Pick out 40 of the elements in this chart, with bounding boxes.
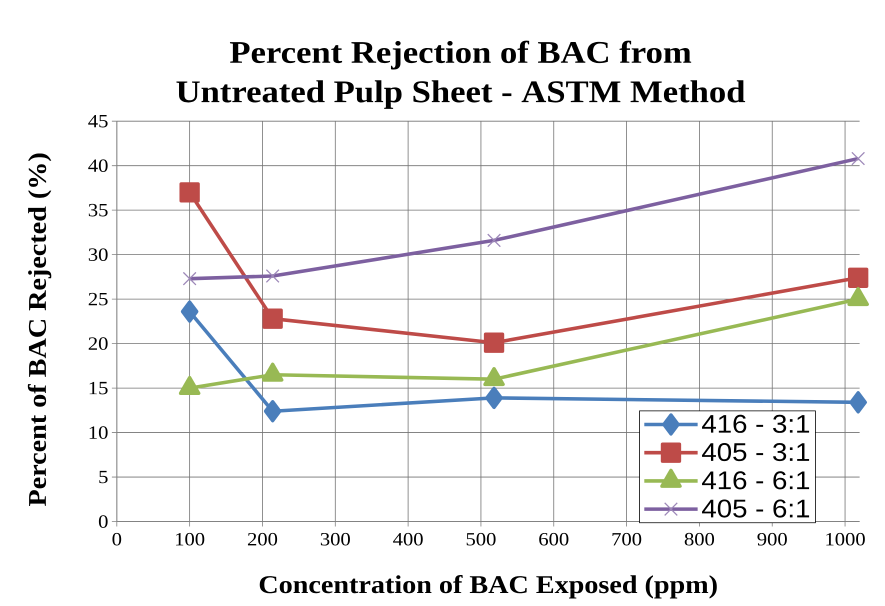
y-tick-label: 30 (88, 248, 108, 261)
point (851, 151, 866, 166)
x-axis-title: Concentration of BAC Exposed (ppm) (260, 574, 717, 598)
x-tick-label: 500 (466, 532, 496, 546)
x-tick-label: 700 (612, 532, 642, 546)
y-tick-label: 20 (88, 337, 108, 350)
legend-label: 405 - 6:1 (702, 499, 810, 518)
y-tick-label: 5 (99, 470, 108, 484)
y-axis-title: Percent of BAC Rejected (%) (28, 153, 52, 506)
point (849, 390, 867, 414)
x-tick-label: 0 (112, 532, 122, 546)
x-tick-label: 800 (684, 532, 714, 546)
legend-label: 416 - 3:1 (702, 414, 810, 433)
y-tick-label: 40 (88, 159, 108, 172)
legend-label: 405 - 3:1 (702, 442, 810, 461)
x-tick-label: 400 (393, 532, 423, 546)
x-tick-label: 600 (539, 532, 568, 546)
point (182, 272, 197, 286)
legend-label: 416 - 6:1 (702, 471, 810, 490)
point (266, 268, 280, 283)
x-tick-label: 200 (248, 532, 278, 546)
y-tick-label: 15 (90, 382, 108, 394)
point (262, 308, 283, 329)
point (179, 182, 200, 202)
x-tick-label: 100 (176, 532, 204, 546)
x-tick-label: 300 (320, 532, 350, 546)
y-tick-label: 10 (90, 426, 108, 439)
point (264, 400, 282, 422)
point (484, 332, 504, 353)
chart-title: Percent Rejection of BAC from Untreated Pulp Sheet - ASTM Method (176, 40, 746, 109)
x-tick-label: 1000 (826, 532, 865, 546)
point (485, 386, 503, 409)
y-tick-label: 45 (88, 114, 108, 128)
x-tick-label: 900 (757, 532, 787, 546)
point (180, 300, 198, 323)
y-tick-label: 0 (98, 515, 108, 528)
y-tick-label: 35 (88, 204, 108, 216)
point (848, 267, 868, 288)
point (487, 233, 501, 248)
y-tick-label: 25 (88, 292, 108, 306)
